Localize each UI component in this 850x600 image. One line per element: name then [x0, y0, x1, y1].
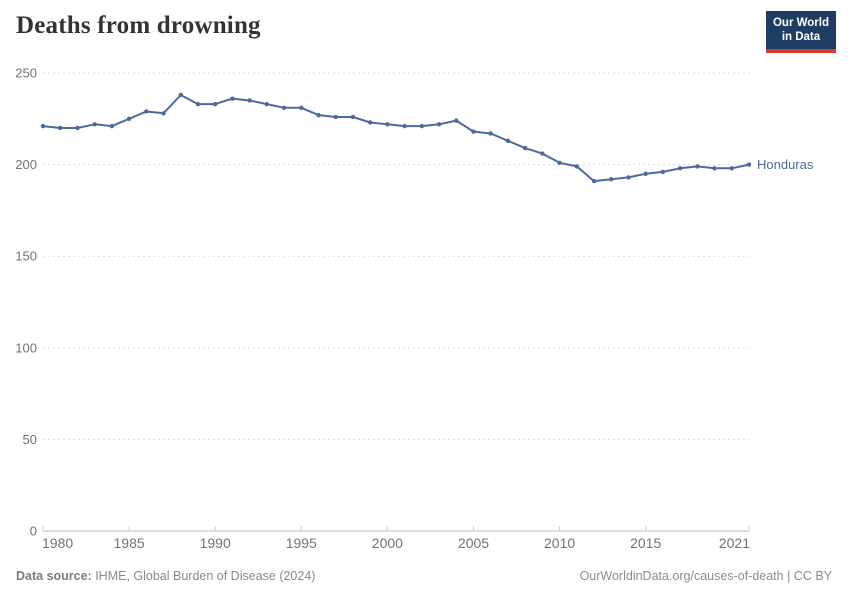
series-marker [195, 101, 201, 107]
series-marker [660, 169, 666, 175]
series-marker [626, 175, 631, 180]
series-marker [75, 125, 80, 131]
series-marker [126, 116, 132, 122]
series-marker [264, 101, 270, 107]
series-marker [729, 166, 734, 171]
page-title: Deaths from drowning [16, 12, 261, 39]
series-marker [367, 120, 373, 125]
series-marker [385, 122, 390, 127]
series-marker [144, 109, 149, 114]
data-source-value: IHME, Global Burden of Disease (2024) [91, 569, 316, 583]
owid-logo-line1: Our World [772, 17, 829, 29]
y-axis-label: 250 [15, 66, 37, 81]
series-marker [643, 171, 648, 176]
series-marker [58, 125, 63, 131]
x-axis-label: 2015 [630, 535, 661, 551]
series-marker [419, 123, 425, 129]
series-marker [436, 122, 442, 127]
series-marker [677, 166, 683, 171]
footer-citation[interactable]: OurWorldinData.org/causes-of-death | CC … [579, 569, 832, 583]
series-marker [574, 164, 580, 169]
series-marker [454, 118, 459, 123]
y-axis-label: 0 [30, 524, 37, 539]
series-marker [178, 92, 183, 98]
x-axis-label: 1990 [200, 535, 231, 551]
y-axis-label: 50 [23, 432, 37, 447]
data-source-line: Data source: IHME, Global Burden of Dise… [16, 569, 315, 583]
series-marker [333, 114, 338, 120]
series-marker [247, 98, 252, 103]
series-marker [505, 138, 511, 143]
x-axis-label: 2000 [372, 535, 403, 551]
series-marker [92, 122, 97, 127]
series-marker [471, 129, 476, 134]
series-marker [316, 112, 321, 118]
series-marker [212, 101, 218, 107]
series-marker [522, 145, 528, 151]
owid-logo[interactable]: Our World in Data [765, 11, 836, 53]
series-marker [712, 166, 717, 171]
series-marker [161, 111, 166, 116]
series-marker [299, 105, 304, 111]
series-marker [350, 114, 356, 120]
series-marker [230, 96, 235, 101]
series-marker [281, 105, 287, 111]
x-axis-label: 2005 [458, 535, 489, 551]
x-axis-label: 2021 [719, 535, 750, 551]
y-axis-label: 150 [15, 249, 37, 264]
series-marker [609, 177, 614, 182]
x-axis-label: 1985 [114, 535, 145, 551]
series-marker [591, 178, 597, 184]
series-marker [695, 164, 700, 169]
series-marker [557, 160, 562, 165]
owid-logo-line2: in Data [781, 31, 821, 44]
series-end-label[interactable]: Honduras [757, 157, 814, 172]
series-marker [488, 131, 493, 136]
series-line[interactable] [42, 94, 750, 183]
series-marker [746, 162, 752, 167]
series-marker [540, 151, 545, 156]
x-axis-label: 2010 [544, 535, 575, 551]
data-source-label: Data source: [16, 569, 92, 583]
series-marker [40, 123, 46, 129]
x-axis-label: 1995 [286, 535, 317, 551]
y-axis-label: 200 [15, 157, 37, 172]
x-axis-label: 1980 [42, 535, 73, 551]
y-axis-label: 100 [15, 340, 37, 355]
series-marker [402, 123, 407, 129]
chart-footer: Data source: IHME, Global Burden of Dise… [16, 569, 832, 583]
series-marker [109, 123, 115, 129]
